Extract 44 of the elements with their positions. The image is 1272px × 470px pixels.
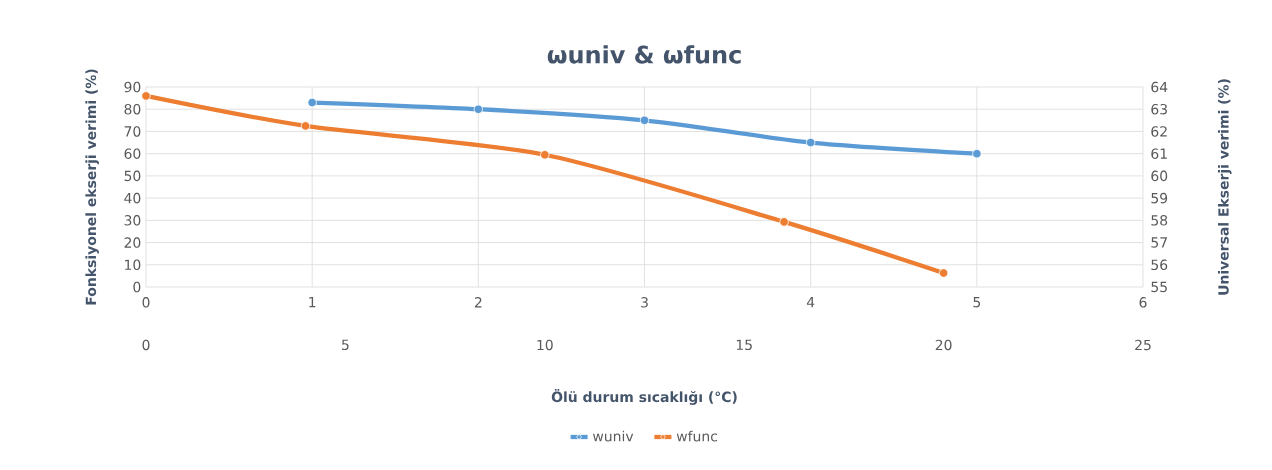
x-tick-label: 4 [806,297,815,308]
legend-label: wuniv [592,430,634,442]
x-axis-title: Ölü durum sıcaklığı (°C) [551,389,737,405]
x2-tick-label: 15 [736,339,752,351]
y2-tick-label: 61 [1151,148,1167,159]
y-tick-label: 10 [125,259,141,271]
x-tick-label: 5 [973,297,981,308]
y-tick-label: 90 [124,81,141,93]
y-tick-label: 40 [124,192,141,204]
x2-tick-label: 0 [142,339,150,351]
y-tick-label: 70 [124,126,141,137]
y-tick-label: 20 [124,237,141,248]
x-tick-label: 0 [142,297,150,308]
legend-label: wfunc [676,430,718,442]
point [972,149,982,159]
y2-tick-label: 55 [1151,281,1167,293]
y2-tick-label: 56 [1151,259,1168,271]
y-tick-label: 60 [124,148,141,159]
y2-tick-label: 58 [1151,215,1168,226]
x2-tick-label: 25 [1135,339,1151,351]
point [639,115,650,125]
point [806,137,816,148]
y2-tick-label: 62 [1151,126,1167,137]
x2-tick-label: 5 [342,339,349,351]
y2-tick-label: 57 [1151,237,1167,248]
point [307,97,317,108]
x-tick-label: 1 [309,297,316,308]
x2-tick-label: 20 [935,339,952,351]
x-tick-label: 3 [641,297,648,308]
y-tick-label: 30 [124,215,141,226]
y2-axis-title: Universal Ekserji verimi (%) [1217,79,1232,295]
point [473,104,483,114]
y-tick-label: 0 [133,281,141,293]
x2-tick-label: 10 [537,339,553,351]
x-tick-label: 6 [1139,297,1147,308]
y-tick-label: 80 [124,103,141,115]
y2-tick-label: 59 [1151,192,1168,204]
x-tick-label: 2 [474,297,482,308]
y2-tick-label: 64 [1151,81,1168,93]
y2-tick-label: 60 [1151,170,1168,182]
y-tick-label: 50 [124,170,141,182]
chart-title: ωuniv & ωfunc [547,45,741,64]
y2-tick-label: 63 [1151,103,1167,115]
y-axis-title: Fonksiyonel ekserji verimi (%) [85,69,99,305]
